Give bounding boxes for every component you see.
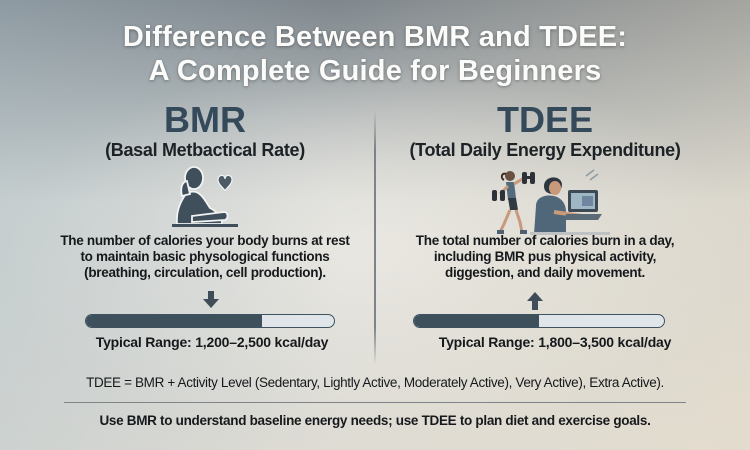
tdee-description-line: The total number of calories burn in a d… xyxy=(415,233,675,248)
arrow-down-icon xyxy=(201,290,221,310)
person-exercising-and-working-at-laptop-icon xyxy=(470,164,620,239)
arrow-up-icon xyxy=(525,290,545,310)
tdee-typical-range: Typical Range: 1,800–3,500 kcal/day xyxy=(438,334,672,350)
tdee-description-line: diggestion, and daily movement. xyxy=(445,265,645,280)
bmr-typical-range: Typical Range: 1,200–2,500 kcal/day xyxy=(95,334,329,350)
bmr-description: The number of calories your body burns a… xyxy=(40,233,370,281)
tdee-description-line: including BMR pus physical activity, xyxy=(433,249,657,264)
tdee-description: The total number of calories burn in a d… xyxy=(380,233,710,281)
tdee-range-bar xyxy=(413,314,665,328)
bmr-range-bar-fill xyxy=(86,315,263,327)
vertical-divider xyxy=(374,110,376,365)
tdee-subheading: (Total Daily Energy Expenditune) xyxy=(409,140,681,160)
person-resting-with-heart-icon xyxy=(162,164,252,234)
tdee-range-bar-fill xyxy=(414,315,539,327)
tdee-heading: TDEE xyxy=(496,99,593,140)
bmr-subheading: (Basal Metbactical Rate) xyxy=(105,140,305,160)
page-title-line-1: Difference Between BMR and TDEE: xyxy=(122,21,628,53)
bmr-heading: BMR xyxy=(164,99,246,140)
footer-tip: Use BMR to understand baseline energy ne… xyxy=(99,413,651,428)
horizontal-divider xyxy=(64,402,686,403)
bmr-description-line: (breathing, circulation, cell production… xyxy=(84,265,326,280)
bmr-range-bar xyxy=(85,314,335,328)
bmr-description-line: The number of calories your body burns a… xyxy=(60,233,350,248)
tdee-formula: TDEE = BMR + Activity Level (Sedentary, … xyxy=(86,375,664,390)
bmr-description-line: to maintain basic physological functions xyxy=(80,249,330,264)
page-title-line-2: A Complete Guide for Beginners xyxy=(148,55,602,87)
